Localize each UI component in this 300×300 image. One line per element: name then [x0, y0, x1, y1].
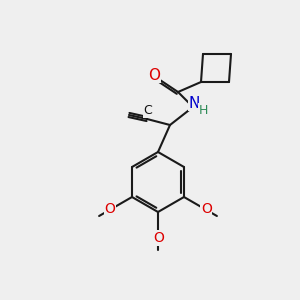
Text: N: N — [188, 95, 200, 110]
Text: O: O — [154, 231, 164, 245]
Text: H: H — [198, 103, 208, 116]
Text: C: C — [144, 104, 152, 118]
Text: O: O — [104, 202, 115, 216]
Text: O: O — [148, 68, 160, 82]
Text: O: O — [201, 202, 212, 216]
